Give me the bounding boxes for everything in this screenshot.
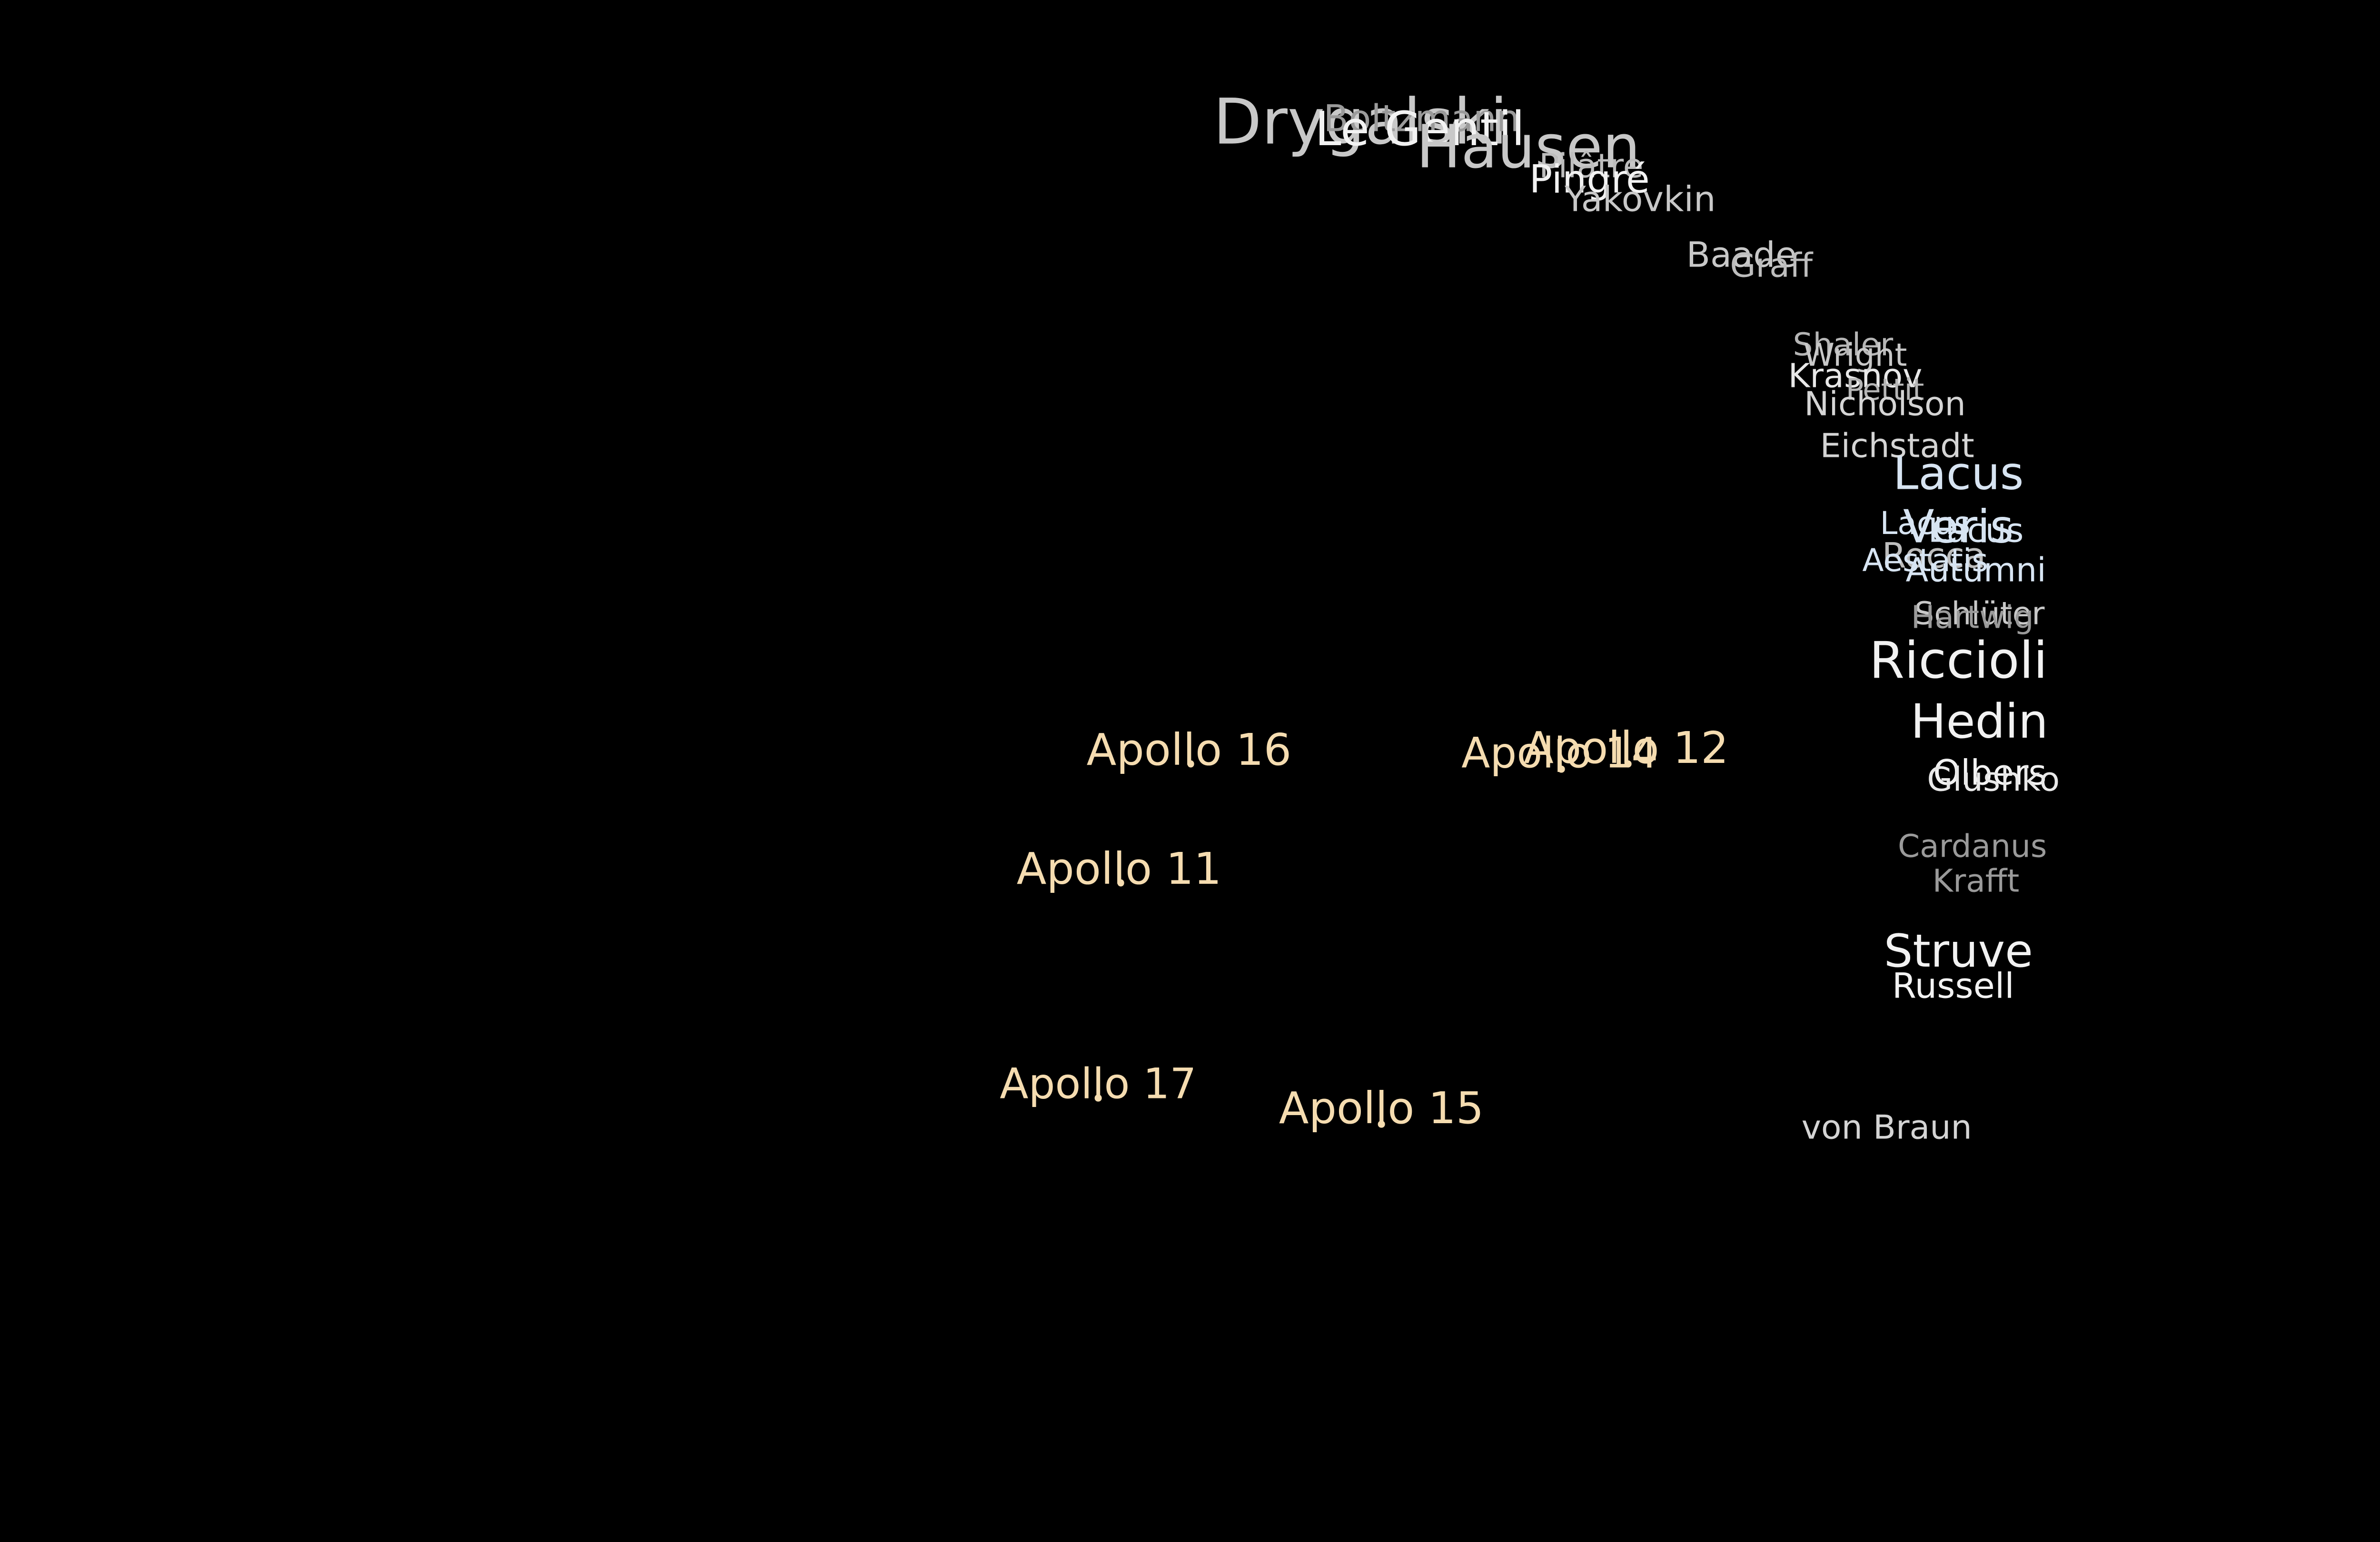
craters-label[interactable]: Shaler bbox=[1793, 326, 1894, 363]
craters-label[interactable]: Le Gentil bbox=[1315, 101, 1525, 157]
landing-site-marker-dot[interactable] bbox=[1187, 760, 1194, 768]
craters-label[interactable]: Struve bbox=[1884, 924, 2033, 978]
craters-label[interactable]: Glushko bbox=[1927, 760, 2060, 799]
craters-label[interactable]: Eichstadt bbox=[1820, 426, 1974, 465]
craters-label[interactable]: Krafft bbox=[1932, 862, 2020, 900]
craters-label[interactable]: Hedin bbox=[1910, 694, 2048, 750]
landing-site-marker-dot[interactable] bbox=[1624, 760, 1632, 768]
craters-label[interactable]: Schlüter bbox=[1914, 595, 2045, 632]
craters-label[interactable]: Yakovkin bbox=[1564, 179, 1716, 220]
landing-site-marker-dot[interactable] bbox=[1558, 765, 1565, 773]
craters-label[interactable]: von Braun bbox=[1801, 1108, 1972, 1147]
mare_features-label[interactable]: Lacus Autumni bbox=[1905, 511, 2046, 590]
craters-label[interactable]: Graff bbox=[1730, 246, 1813, 285]
craters-label[interactable]: Boltzmann bbox=[1323, 97, 1520, 140]
craters-label[interactable]: Hausen bbox=[1416, 112, 1640, 181]
craters-label[interactable]: Nicholson bbox=[1804, 384, 1966, 423]
landing-site-marker-dot[interactable] bbox=[1094, 1094, 1102, 1102]
landing-site-marker-dot[interactable] bbox=[1117, 879, 1125, 887]
craters-label[interactable]: Pingré bbox=[1529, 157, 1650, 202]
craters-label[interactable]: Russell bbox=[1892, 966, 2014, 1007]
craters-label[interactable]: Hartwig bbox=[1911, 599, 2034, 636]
craters-label[interactable]: Wright bbox=[1803, 336, 1907, 373]
craters-label[interactable]: Krasnov bbox=[1788, 356, 1923, 395]
craters-label[interactable]: Rocca bbox=[1882, 535, 1986, 576]
craters-label[interactable]: Pettit bbox=[1845, 372, 1924, 407]
mare_features-label[interactable]: Lacus Veris bbox=[1893, 446, 2024, 554]
craters-label[interactable]: Baade bbox=[1686, 235, 1797, 276]
craters-label[interactable]: Cardanus bbox=[1897, 828, 2047, 865]
mare_features-label[interactable]: Lacus Aestatis bbox=[1862, 504, 1988, 579]
craters-label[interactable]: Riccioli bbox=[1869, 631, 2048, 690]
craters-label[interactable]: Olbers bbox=[1933, 752, 2047, 793]
craters-label[interactable]: Pilâtre bbox=[1539, 147, 1644, 186]
craters-label[interactable]: Drygalski bbox=[1213, 85, 1508, 159]
landing-site-marker-dot[interactable] bbox=[1378, 1120, 1385, 1128]
